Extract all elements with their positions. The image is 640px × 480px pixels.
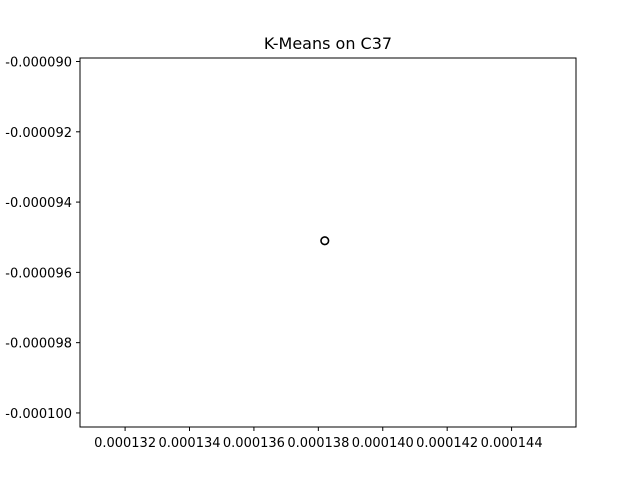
x-tick-label: 0.000134	[158, 436, 220, 451]
data-point	[320, 236, 330, 246]
x-tick-label: 0.000138	[287, 436, 349, 451]
x-tick-label: 0.000136	[223, 436, 285, 451]
x-tick-label: 0.000140	[352, 436, 414, 451]
y-tick-label: -0.000100	[5, 407, 72, 422]
x-tick-label: 0.000144	[481, 436, 543, 451]
x-tick-label: 0.000142	[416, 436, 478, 451]
y-axis: -0.000090 -0.000092 -0.000094 -0.000096 -0.0…	[5, 56, 80, 422]
y-tick-label: -0.000096	[5, 266, 72, 281]
x-tick-label: 0.000132	[94, 436, 156, 451]
chart-title: K-Means on C37	[264, 34, 392, 53]
y-tick-label: -0.000090	[5, 56, 72, 71]
y-tick-label: -0.000092	[5, 126, 72, 141]
x-axis: 0.000132 0.000134 0.000136 0.000138 0.000140…	[94, 427, 543, 451]
y-tick-label: -0.000094	[5, 196, 72, 211]
y-tick-label: -0.000098	[5, 337, 72, 352]
data-layer	[320, 236, 330, 246]
